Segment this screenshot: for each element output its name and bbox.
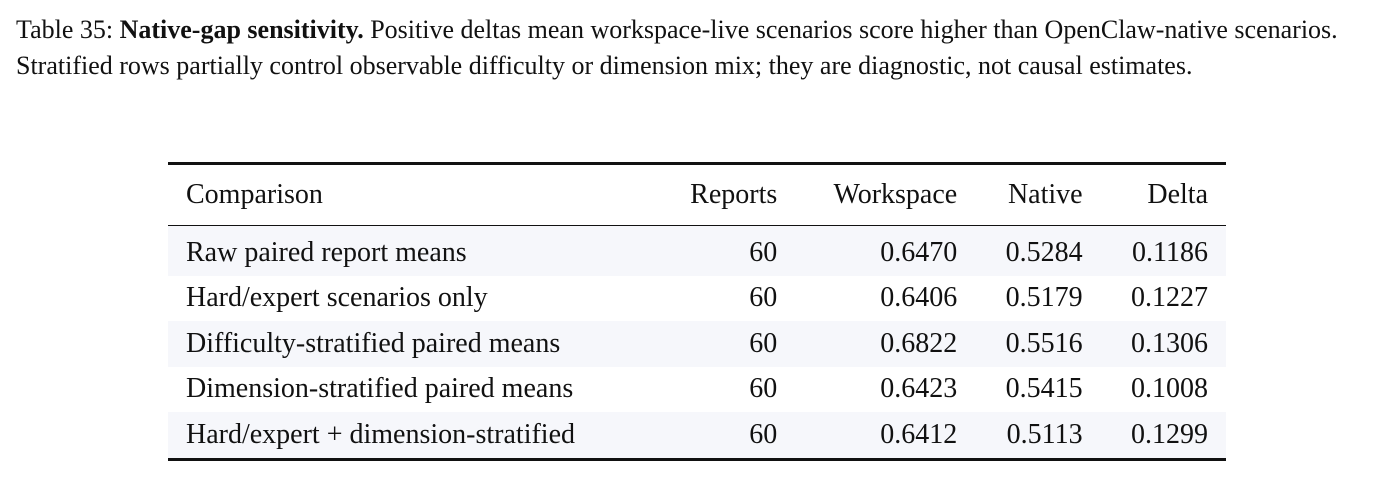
cell-workspace: 0.6822 [795,321,976,367]
cell-native: 0.5113 [975,412,1101,459]
table-row: Hard/expert + dimension-stratified 60 0.… [168,412,1226,459]
table-row: Hard/expert scenarios only 60 0.6406 0.5… [168,275,1226,321]
cell-workspace: 0.6423 [795,366,976,412]
cell-delta: 0.1186 [1100,225,1226,276]
cell-workspace: 0.6406 [795,275,976,321]
cell-comparison: Dimension-stratified paired means [168,366,641,412]
table-row: Dimension-stratified paired means 60 0.6… [168,366,1226,412]
header-delta: Delta [1100,163,1226,226]
results-table-container: Comparison Reports Workspace Native Delt… [168,162,1226,461]
cell-comparison: Difficulty-stratified paired means [168,321,641,367]
table-caption: Table 35: Native-gap sensitivity. Positi… [16,12,1381,84]
table-header-row: Comparison Reports Workspace Native Delt… [168,163,1226,226]
table-row: Difficulty-stratified paired means 60 0.… [168,321,1226,367]
cell-native: 0.5179 [975,275,1101,321]
header-comparison: Comparison [168,163,641,226]
cell-delta: 0.1306 [1100,321,1226,367]
cell-delta: 0.1008 [1100,366,1226,412]
cell-comparison: Hard/expert scenarios only [168,275,641,321]
cell-delta: 0.1227 [1100,275,1226,321]
cell-comparison: Hard/expert + dimension-stratified [168,412,641,459]
cell-workspace: 0.6470 [795,225,976,276]
cell-reports: 60 [640,225,796,276]
caption-label: Table 35: [16,15,114,44]
cell-comparison: Raw paired report means [168,225,641,276]
native-gap-sensitivity-table: Comparison Reports Workspace Native Delt… [168,162,1226,461]
caption-title: Native-gap sensitivity. [119,15,364,44]
header-workspace: Workspace [795,163,976,226]
cell-delta: 0.1299 [1100,412,1226,459]
cell-native: 0.5415 [975,366,1101,412]
cell-reports: 60 [640,412,796,459]
cell-native: 0.5284 [975,225,1101,276]
header-native: Native [975,163,1101,226]
cell-reports: 60 [640,275,796,321]
table-row: Raw paired report means 60 0.6470 0.5284… [168,225,1226,276]
caption-text: Positive deltas mean workspace-live scen… [16,15,1338,80]
cell-reports: 60 [640,366,796,412]
cell-workspace: 0.6412 [795,412,976,459]
cell-reports: 60 [640,321,796,367]
header-reports: Reports [640,163,796,226]
cell-native: 0.5516 [975,321,1101,367]
